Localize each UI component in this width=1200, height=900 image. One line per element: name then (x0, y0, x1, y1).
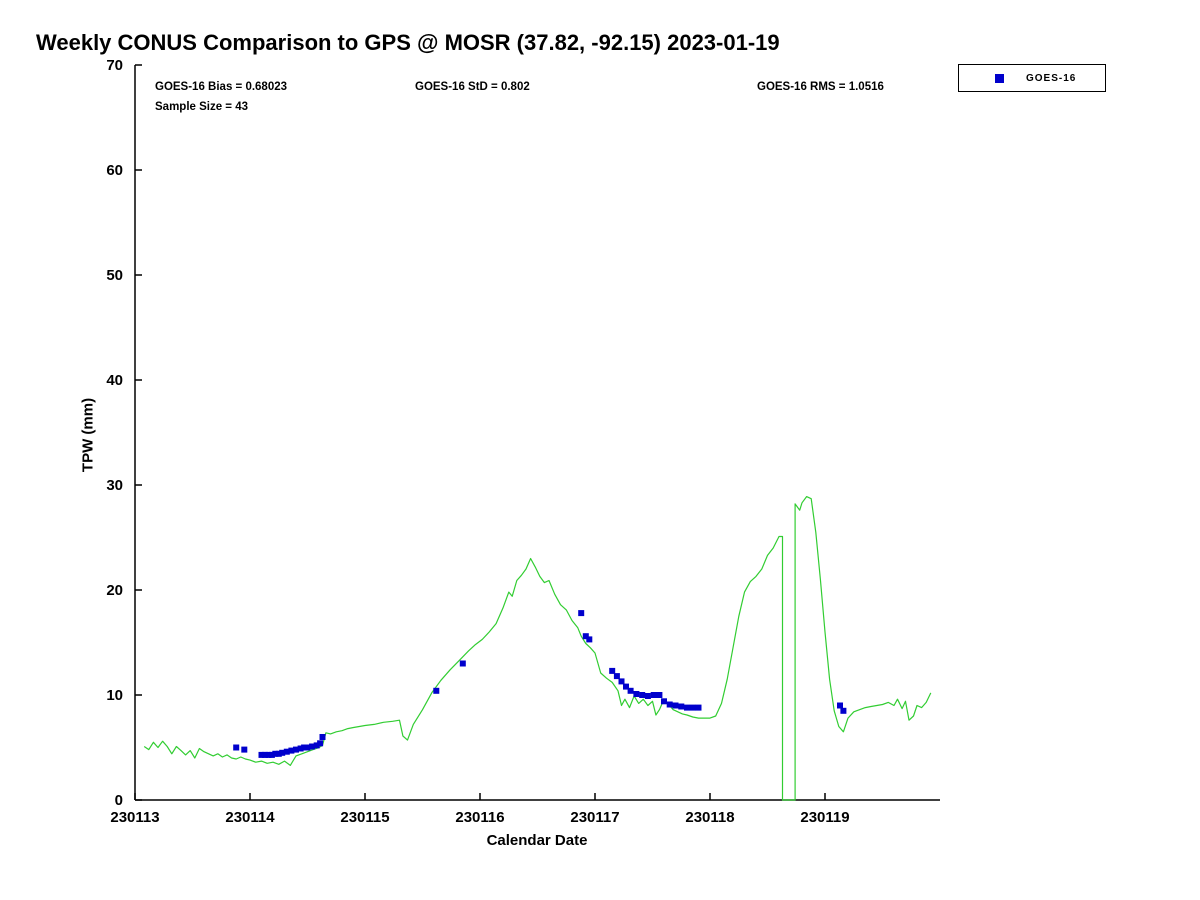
goes16-marker (639, 692, 646, 698)
goes16-marker (609, 667, 616, 674)
goes16-marker (689, 704, 696, 711)
goes16-marker (623, 683, 629, 690)
std-annotation: GOES-16 StD = 0.802 (415, 81, 530, 93)
y-tick-label: 40 (106, 372, 123, 389)
goes16-marker (313, 742, 320, 749)
y-tick-label: 70 (106, 57, 123, 74)
goes16-marker (661, 698, 667, 705)
y-tick-label: 10 (106, 687, 123, 704)
legend: GOES-16 (958, 64, 1106, 92)
x-tick-label: 230116 (455, 809, 504, 826)
goes16-marker (275, 750, 282, 757)
x-tick-label: 230119 (800, 809, 849, 826)
goes16-marker (304, 744, 311, 751)
goes16-marker (644, 693, 651, 699)
x-tick-label: 230118 (685, 809, 734, 826)
goes16-marker (840, 707, 847, 714)
x-tick-label: 230114 (225, 809, 275, 826)
y-tick-label: 50 (106, 267, 123, 284)
bias-annotation: GOES-16 Bias = 0.68023 (155, 81, 288, 93)
goes16-marker (301, 744, 308, 751)
goes16-marker (656, 692, 663, 698)
rms-annotation: GOES-16 RMS = 1.0516 (757, 81, 884, 93)
goes16-marker (283, 748, 290, 755)
goes16-marker (309, 743, 316, 750)
goes16-marker (233, 744, 240, 751)
goes16-marker (633, 691, 640, 697)
y-tick-label: 20 (106, 582, 123, 599)
x-tick-label: 230113 (110, 809, 159, 826)
goes16-marker (582, 633, 589, 640)
chart-title: Weekly CONUS Comparison to GPS @ MOSR (3… (36, 30, 780, 55)
goes16-marker (317, 740, 324, 747)
goes16-marker (586, 636, 593, 643)
goes16-marker (695, 704, 702, 711)
goes16-marker (288, 747, 295, 754)
goes16-marker (262, 751, 268, 758)
goes16-marker (265, 751, 272, 758)
legend-label: GOES-16 (1026, 72, 1077, 84)
y-tick-label: 30 (106, 477, 123, 494)
goes16-marker (837, 702, 843, 709)
goes16-marker (678, 703, 685, 710)
goes16-marker (627, 687, 634, 694)
goes16-marker (672, 702, 679, 709)
goes16-marker (578, 610, 585, 617)
gps-line (143, 496, 932, 801)
goes16-marker (650, 692, 657, 698)
x-tick-label: 230115 (340, 809, 389, 826)
goes16-marker (613, 673, 620, 680)
goes16-marker (241, 746, 248, 753)
goes16-marker (459, 660, 466, 667)
goes16-marker (319, 734, 326, 740)
y-tick-label: 60 (106, 162, 123, 179)
y-axis-label: TPW (mm) (79, 397, 97, 473)
goes16-legend-marker-icon (995, 73, 1004, 83)
goes16-marker (618, 678, 625, 685)
goes16-marker (279, 749, 286, 756)
x-tick-label: 230117 (570, 809, 619, 826)
goes16-marker (293, 746, 299, 753)
x-axis-label: Calendar Date (486, 832, 588, 849)
goes16-marker (258, 751, 265, 758)
goes16-marker (433, 687, 440, 694)
goes16-marker (666, 701, 673, 708)
goes16-marker (297, 745, 304, 752)
sample-size-annotation: Sample Size = 43 (155, 101, 249, 113)
goes16-marker (684, 704, 690, 711)
goes16-marker (268, 751, 275, 758)
goes16-marker (272, 750, 279, 757)
y-tick-label: 0 (115, 792, 123, 809)
